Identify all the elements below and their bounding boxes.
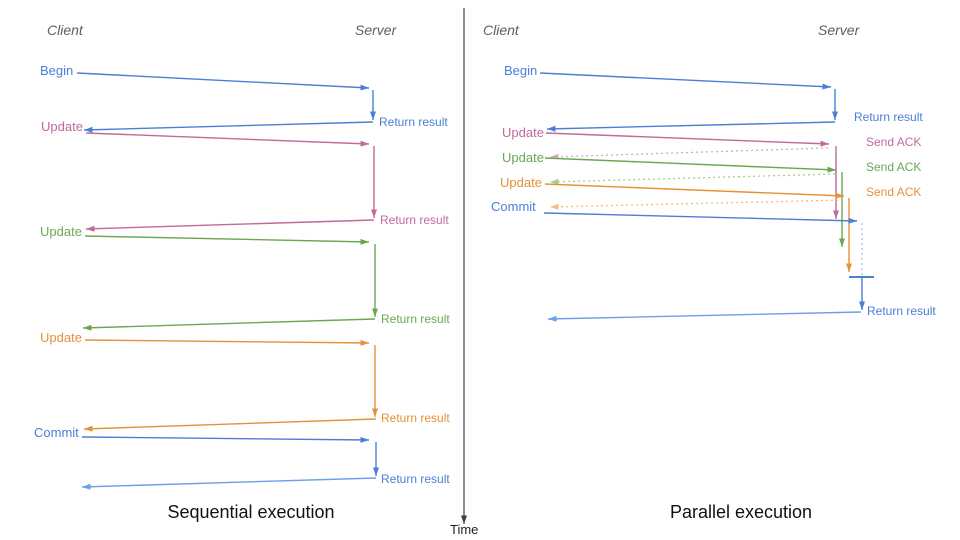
left-begin-response-label: Return result: [379, 115, 448, 129]
right-server-header: Server: [818, 22, 860, 38]
right-update1-arrows: [545, 132, 839, 219]
left-update1-return-line: [85, 219, 375, 232]
right-update2-ack-line: [549, 173, 836, 185]
left-server-header: Server: [355, 22, 397, 38]
right-commit-response-label: Return result: [867, 304, 936, 318]
right-commit-request-line: [543, 212, 858, 224]
left-update3-label: Update: [40, 330, 82, 345]
right-update1-label: Update: [502, 125, 544, 140]
left-update2-request-line: [84, 235, 370, 245]
left-client-header: Client: [47, 22, 83, 38]
time-axis-label: Time: [450, 522, 479, 537]
left-update3-return-line: [83, 418, 377, 432]
right-begin-response-label: Return result: [854, 110, 923, 124]
right-update1-request-line: [545, 132, 830, 147]
right-update3-arrows: [544, 183, 852, 272]
left-begin-label: Begin: [40, 63, 74, 78]
left-commit-label: Commit: [34, 425, 79, 440]
right-update2-arrows: [544, 157, 845, 247]
left-commit-response-label: Return result: [381, 472, 450, 486]
left-begin-return-line: [83, 121, 374, 133]
right-update2-request-line: [544, 157, 837, 173]
right-update1-response-label: Send ACK: [866, 135, 922, 149]
right-commit-label: Commit: [491, 199, 536, 214]
left-update3-response-label: Return result: [381, 411, 450, 425]
left-update1-label: Update: [41, 119, 83, 134]
right-diagram-title: Parallel execution: [669, 502, 813, 522]
right-update1-ack-line: [549, 147, 829, 160]
right-update3-ack-line: [549, 199, 844, 210]
left-commit-request-line: [81, 436, 370, 443]
right-begin-arrows: [539, 72, 838, 132]
right-update3-response-label: Send ACK: [866, 185, 922, 199]
left-update2-label: Update: [40, 224, 82, 239]
right-begin-label: Begin: [504, 63, 538, 78]
right-update3-label: Update: [500, 175, 542, 190]
right-update2-response-label: Send ACK: [866, 160, 922, 174]
left-update1-arrows: [85, 132, 377, 232]
left-begin-arrows: [76, 72, 376, 133]
right-update3-request-line: [544, 183, 845, 199]
left-commit-arrows: [81, 436, 379, 490]
right-begin-return-line: [546, 121, 836, 132]
left-diagram-title: Sequential execution: [167, 502, 335, 522]
left-update2-response-label: Return result: [381, 312, 450, 326]
right-begin-request-line: [539, 72, 832, 90]
right-commit-return-line: [547, 311, 862, 322]
left-update2-arrows: [82, 235, 378, 331]
left-update2-return-line: [82, 318, 376, 331]
left-update1-request-line: [85, 132, 370, 147]
left-update3-arrows: [83, 339, 378, 432]
left-commit-return-line: [81, 477, 377, 490]
right-client-header: Client: [483, 22, 519, 38]
left-begin-request-line: [76, 72, 370, 91]
left-update1-response-label: Return result: [380, 213, 449, 227]
right-commit-arrows: [543, 212, 874, 322]
left-update3-request-line: [84, 339, 370, 346]
right-update2-label: Update: [502, 150, 544, 165]
